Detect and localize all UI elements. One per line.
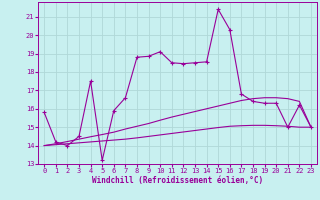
X-axis label: Windchill (Refroidissement éolien,°C): Windchill (Refroidissement éolien,°C): [92, 176, 263, 185]
